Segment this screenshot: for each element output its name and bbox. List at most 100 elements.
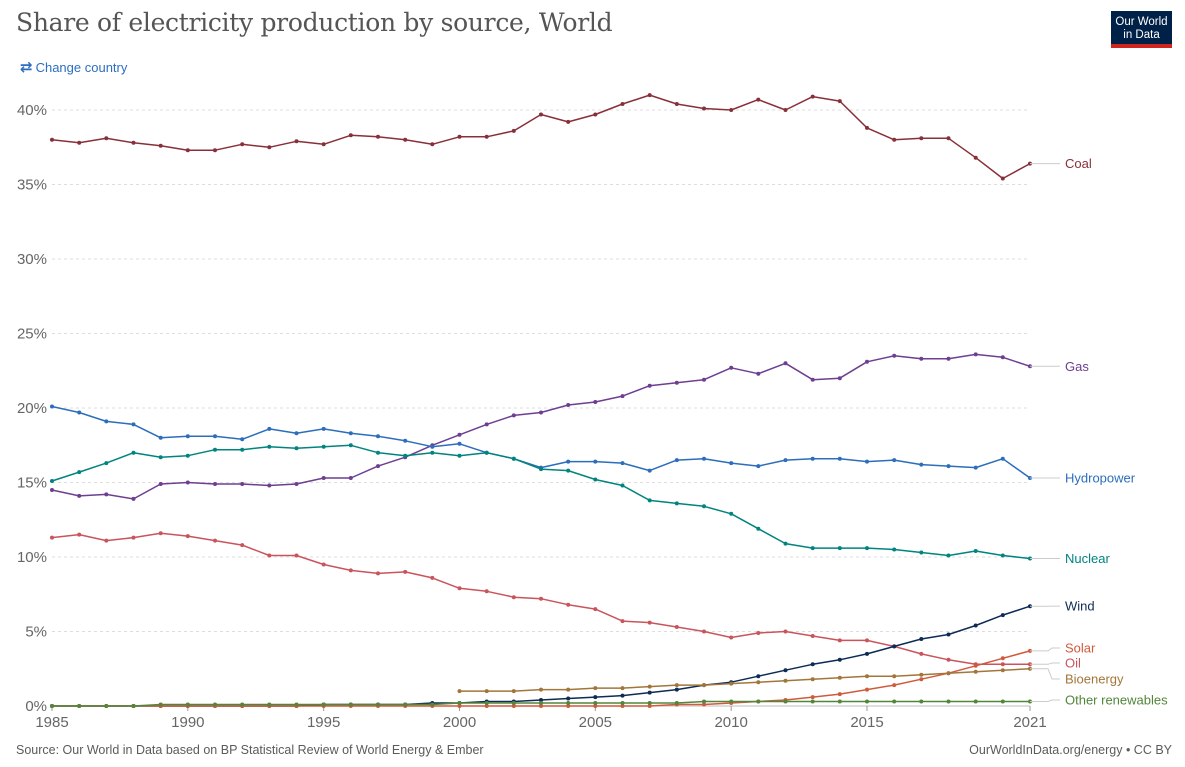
data-point[interactable]: [756, 680, 761, 685]
data-point[interactable]: [403, 453, 408, 458]
data-point[interactable]: [131, 535, 136, 540]
data-point[interactable]: [620, 693, 625, 698]
series-label-other-renewables[interactable]: Other renewables: [1065, 693, 1168, 708]
data-point[interactable]: [131, 140, 136, 145]
data-point[interactable]: [756, 526, 761, 531]
data-point[interactable]: [104, 461, 109, 466]
data-point[interactable]: [837, 657, 842, 662]
data-point[interactable]: [865, 638, 869, 643]
data-point[interactable]: [919, 672, 924, 677]
data-point[interactable]: [267, 702, 272, 707]
data-point[interactable]: [511, 704, 516, 708]
data-point[interactable]: [756, 699, 761, 704]
data-point[interactable]: [674, 701, 679, 705]
data-point[interactable]: [647, 684, 652, 689]
data-point[interactable]: [1000, 668, 1005, 673]
data-point[interactable]: [946, 699, 951, 704]
data-point[interactable]: [213, 482, 217, 486]
data-point[interactable]: [511, 689, 516, 694]
data-point[interactable]: [158, 482, 163, 486]
data-point[interactable]: [837, 376, 842, 381]
data-point[interactable]: [158, 531, 163, 536]
data-point[interactable]: [756, 371, 761, 376]
data-point[interactable]: [185, 480, 190, 485]
data-point[interactable]: [511, 456, 516, 461]
data-point[interactable]: [566, 701, 571, 705]
data-point[interactable]: [77, 704, 82, 708]
data-point[interactable]: [674, 102, 679, 106]
data-point[interactable]: [810, 699, 815, 704]
data-point[interactable]: [946, 632, 951, 637]
data-point[interactable]: [213, 538, 217, 543]
data-point[interactable]: [457, 441, 462, 446]
data-point[interactable]: [213, 702, 217, 707]
data-point[interactable]: [430, 702, 435, 707]
data-point[interactable]: [158, 435, 163, 440]
data-point[interactable]: [484, 450, 489, 455]
data-point[interactable]: [729, 635, 734, 640]
data-point[interactable]: [702, 106, 706, 111]
data-point[interactable]: [566, 696, 571, 701]
data-point[interactable]: [566, 119, 571, 124]
data-point[interactable]: [919, 550, 924, 555]
data-point[interactable]: [756, 97, 761, 102]
data-point[interactable]: [810, 94, 815, 99]
data-point[interactable]: [348, 702, 353, 707]
data-point[interactable]: [783, 629, 788, 634]
data-point[interactable]: [973, 549, 978, 553]
series-line-nuclear[interactable]: [51, 444, 1031, 560]
data-point[interactable]: [593, 607, 598, 612]
data-point[interactable]: [267, 483, 272, 488]
data-point[interactable]: [539, 701, 543, 705]
data-point[interactable]: [566, 468, 571, 473]
data-point[interactable]: [50, 137, 54, 142]
data-point[interactable]: [457, 689, 462, 694]
data-point[interactable]: [919, 356, 924, 361]
data-point[interactable]: [131, 450, 136, 455]
data-point[interactable]: [620, 461, 625, 466]
data-point[interactable]: [131, 422, 136, 427]
data-point[interactable]: [593, 704, 598, 708]
data-point[interactable]: [185, 453, 190, 458]
data-point[interactable]: [783, 678, 788, 683]
data-point[interactable]: [783, 668, 788, 673]
series-label-nuclear[interactable]: Nuclear: [1065, 551, 1110, 566]
data-point[interactable]: [702, 504, 706, 509]
data-point[interactable]: [865, 359, 869, 364]
data-point[interactable]: [539, 112, 543, 117]
data-point[interactable]: [294, 139, 299, 144]
data-point[interactable]: [810, 662, 815, 667]
data-point[interactable]: [647, 704, 652, 708]
data-point[interactable]: [946, 136, 951, 141]
data-point[interactable]: [77, 470, 82, 475]
data-point[interactable]: [321, 562, 326, 567]
data-point[interactable]: [50, 479, 54, 483]
data-point[interactable]: [104, 419, 109, 424]
data-point[interactable]: [674, 458, 679, 463]
data-point[interactable]: [484, 589, 489, 594]
data-point[interactable]: [702, 699, 706, 704]
data-point[interactable]: [946, 356, 951, 361]
data-point[interactable]: [892, 644, 897, 649]
data-point[interactable]: [457, 134, 462, 139]
data-point[interactable]: [566, 704, 571, 708]
data-point[interactable]: [892, 674, 897, 679]
data-point[interactable]: [1000, 656, 1005, 661]
data-point[interactable]: [919, 651, 924, 656]
data-point[interactable]: [321, 426, 326, 431]
data-point[interactable]: [539, 687, 543, 692]
data-point[interactable]: [457, 432, 462, 437]
data-point[interactable]: [348, 476, 353, 480]
data-point[interactable]: [131, 496, 136, 501]
series-line-bioenergy[interactable]: [459, 668, 1031, 692]
data-point[interactable]: [185, 534, 190, 539]
data-point[interactable]: [511, 413, 516, 418]
data-point[interactable]: [865, 651, 869, 656]
data-point[interactable]: [783, 458, 788, 463]
data-point[interactable]: [376, 434, 380, 439]
data-point[interactable]: [674, 625, 679, 629]
data-point[interactable]: [376, 450, 380, 455]
data-point[interactable]: [321, 476, 326, 480]
data-point[interactable]: [50, 704, 54, 708]
data-point[interactable]: [919, 637, 924, 641]
